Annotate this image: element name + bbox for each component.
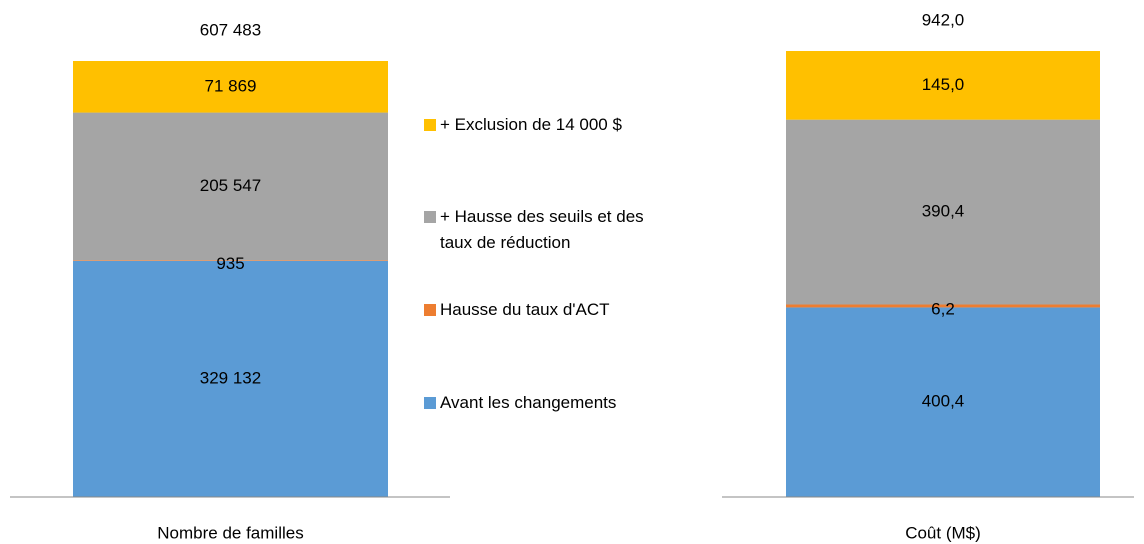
bar-segment [786,119,1100,305]
total-label: 942,0 [922,10,965,29]
bar-segment [73,260,388,261]
legend-swatch [424,211,436,223]
total-label: 607 483 [200,20,261,39]
legend-item: + Exclusion de 14 000 $ [424,112,655,138]
data-label: 329 132 [200,368,261,387]
data-label: 71 869 [205,76,257,95]
legend-label: + Exclusion de 14 000 $ [440,115,622,134]
legend-item: Avant les changements [424,390,655,416]
legend-item: + Hausse des seuils et des taux de réduc… [424,204,655,256]
legend-item: Hausse du taux d'ACT [424,297,655,323]
bar-segment [786,51,1100,120]
legend-label: Avant les changements [440,393,617,412]
bar-segment [73,61,388,113]
data-label: 400,4 [922,392,965,411]
legend-swatch [424,397,436,409]
data-label: 935 [216,254,244,273]
bar-segment [73,260,388,497]
data-label: 205 547 [200,176,261,195]
bar-segment [786,307,1100,497]
legend-swatch [424,119,436,131]
legend-swatch [424,304,436,316]
data-label: 145,0 [922,75,965,94]
data-label: 6,2 [931,299,955,318]
category-label: Nombre de familles [157,523,303,542]
legend-label: + Hausse des seuils et des taux de réduc… [440,207,644,252]
data-label: 390,4 [922,202,965,221]
legend-label: Hausse du taux d'ACT [440,300,610,319]
bar-segment [786,304,1100,308]
category-label: Coût (M$) [905,523,981,542]
bar-segment [73,112,388,261]
